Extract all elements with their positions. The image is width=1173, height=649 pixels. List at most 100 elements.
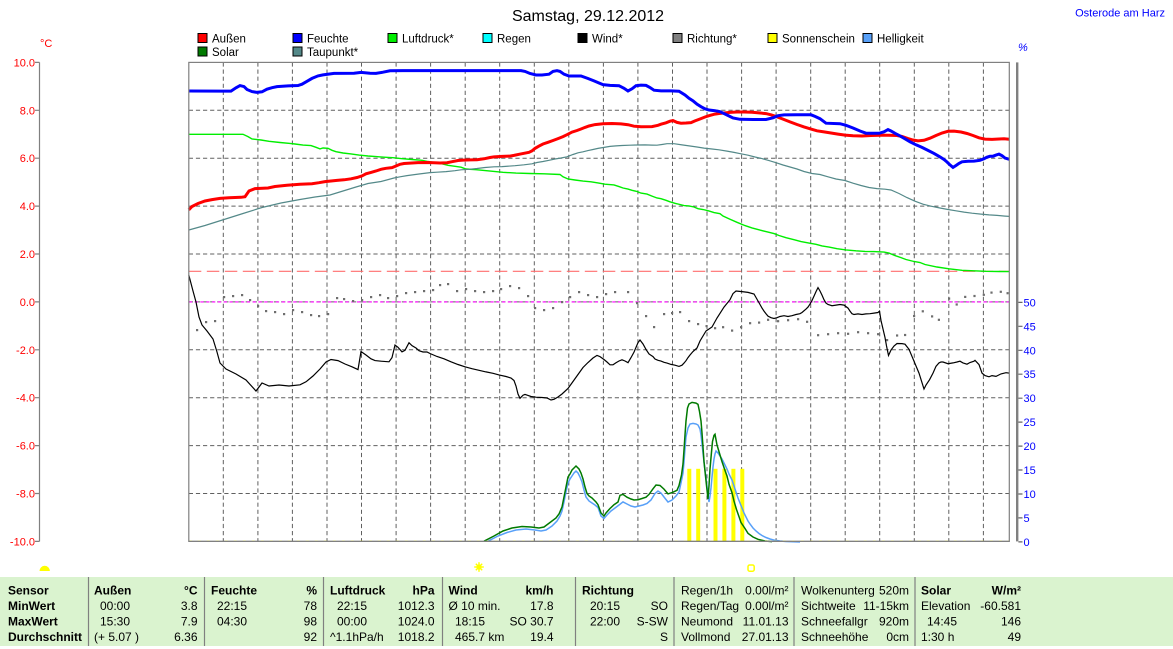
svg-text:Feuchte: Feuchte: [307, 34, 349, 46]
svg-text:5: 5: [1024, 513, 1030, 525]
svg-text:Richtung: Richtung: [582, 584, 634, 598]
svg-text:3.8: 3.8: [181, 599, 198, 613]
svg-text:Luftdruck: Luftdruck: [330, 584, 386, 598]
svg-text:18:15: 18:15: [455, 615, 485, 629]
svg-text:Elevation: Elevation: [921, 599, 970, 613]
svg-text:-8.0: -8.0: [16, 489, 35, 501]
svg-text:2.0: 2.0: [20, 249, 35, 261]
svg-text:km/h: km/h: [525, 584, 553, 598]
svg-text:Neumond: Neumond: [681, 615, 733, 629]
svg-text:Ø 10 min.: Ø 10 min.: [449, 599, 501, 613]
svg-text:00:00: 00:00: [100, 599, 130, 613]
svg-text:1024.0: 1024.0: [398, 615, 435, 629]
svg-text:27.01.13: 27.01.13: [742, 630, 789, 644]
svg-text:10: 10: [1024, 489, 1036, 501]
svg-text:-4.0: -4.0: [16, 393, 35, 405]
svg-text:10.0: 10.0: [14, 57, 35, 69]
svg-text:-6.0: -6.0: [16, 441, 35, 453]
svg-text:^1.1hPa/h: ^1.1hPa/h: [330, 630, 384, 644]
svg-text:22:00: 22:00: [590, 615, 620, 629]
svg-text:78: 78: [304, 599, 318, 613]
svg-text:S: S: [660, 630, 668, 644]
svg-text:4.0: 4.0: [20, 201, 35, 213]
svg-text:920m: 920m: [879, 615, 909, 629]
svg-text:Außen: Außen: [212, 34, 246, 46]
svg-text:20:15: 20:15: [590, 599, 620, 613]
svg-text:Richtung*: Richtung*: [687, 34, 737, 46]
svg-text:14:45: 14:45: [927, 615, 957, 629]
svg-text:520m: 520m: [879, 584, 909, 598]
svg-text:0.00l/m²: 0.00l/m²: [745, 599, 788, 613]
svg-text:Durchschnitt: Durchschnitt: [8, 630, 82, 644]
svg-text:45: 45: [1024, 321, 1036, 333]
svg-text:7.9: 7.9: [181, 615, 198, 629]
svg-text:Wind*: Wind*: [592, 34, 623, 46]
svg-text:SO: SO: [651, 599, 668, 613]
svg-text:15: 15: [1024, 465, 1036, 477]
svg-text:MinWert: MinWert: [8, 599, 55, 613]
svg-text:6.36: 6.36: [174, 630, 198, 644]
svg-text:°C: °C: [184, 584, 198, 598]
svg-text:%: %: [1018, 42, 1028, 54]
svg-text:(+ 5.07 ): (+ 5.07 ): [94, 630, 139, 644]
svg-text:04:30: 04:30: [217, 615, 247, 629]
svg-text:15:30: 15:30: [100, 615, 130, 629]
svg-text:MaxWert: MaxWert: [8, 615, 58, 629]
svg-text:-60.581: -60.581: [980, 599, 1021, 613]
svg-text:%: %: [306, 584, 317, 598]
svg-text:Luftdruck*: Luftdruck*: [402, 34, 454, 46]
svg-text:S-SW: S-SW: [637, 615, 669, 629]
svg-text:Samstag, 29.12.2012: Samstag, 29.12.2012: [512, 8, 664, 25]
svg-text:Taupunkt*: Taupunkt*: [307, 47, 359, 59]
svg-text:Wind: Wind: [449, 584, 478, 598]
svg-text:30: 30: [1024, 393, 1036, 405]
svg-text:1:30 h: 1:30 h: [921, 630, 954, 644]
svg-text:49: 49: [1008, 630, 1022, 644]
svg-text:1012.3: 1012.3: [398, 599, 435, 613]
svg-text:Helligkeit: Helligkeit: [877, 34, 924, 46]
svg-text:hPa: hPa: [412, 584, 434, 598]
svg-text:0: 0: [1024, 537, 1030, 549]
svg-text:22:15: 22:15: [217, 599, 247, 613]
svg-text:Schneehöhe: Schneehöhe: [801, 630, 869, 644]
svg-text:146: 146: [1001, 615, 1021, 629]
svg-text:19.4: 19.4: [530, 630, 554, 644]
svg-text:17.8: 17.8: [530, 599, 554, 613]
svg-text:0cm: 0cm: [886, 630, 909, 644]
svg-text:22:15: 22:15: [337, 599, 367, 613]
svg-text:35: 35: [1024, 369, 1036, 381]
svg-text:W/m²: W/m²: [992, 584, 1021, 598]
svg-text:°C: °C: [40, 38, 52, 50]
svg-text:11.01.13: 11.01.13: [743, 615, 789, 629]
svg-text:1018.2: 1018.2: [398, 630, 435, 644]
svg-text:SO 30.7: SO 30.7: [509, 615, 553, 629]
svg-text:6.0: 6.0: [20, 153, 35, 165]
svg-text:00:00: 00:00: [337, 615, 367, 629]
svg-text:Vollmond: Vollmond: [681, 630, 730, 644]
svg-text:Regen: Regen: [497, 34, 531, 46]
svg-text:-2.0: -2.0: [16, 345, 35, 357]
svg-text:40: 40: [1024, 345, 1036, 357]
svg-text:-10.0: -10.0: [10, 536, 35, 548]
svg-text:Solar: Solar: [212, 47, 239, 59]
svg-text:8.0: 8.0: [20, 105, 35, 117]
svg-text:Schneefallgr: Schneefallgr: [801, 615, 868, 629]
svg-text:Wolkenunterg: Wolkenunterg: [801, 584, 875, 598]
svg-text:20: 20: [1024, 441, 1036, 453]
svg-text:Solar: Solar: [921, 584, 951, 598]
svg-text:Feuchte: Feuchte: [211, 584, 257, 598]
svg-text:Regen/1h: Regen/1h: [681, 584, 733, 598]
svg-text:98: 98: [304, 615, 318, 629]
svg-text:11-15km: 11-15km: [863, 599, 909, 613]
svg-text:Sichtweite: Sichtweite: [801, 599, 856, 613]
svg-text:0.00l/m²: 0.00l/m²: [745, 584, 788, 598]
svg-text:Sonnenschein: Sonnenschein: [782, 34, 855, 46]
svg-text:92: 92: [304, 630, 318, 644]
svg-text:Regen/Tag: Regen/Tag: [681, 599, 739, 613]
svg-text:25: 25: [1024, 417, 1036, 429]
svg-text:0.0: 0.0: [20, 297, 35, 309]
svg-text:50: 50: [1024, 297, 1036, 309]
svg-text:465.7 km: 465.7 km: [455, 630, 504, 644]
svg-text:Osterode am Harz: Osterode am Harz: [1075, 8, 1165, 20]
svg-text:Sensor: Sensor: [8, 584, 49, 598]
